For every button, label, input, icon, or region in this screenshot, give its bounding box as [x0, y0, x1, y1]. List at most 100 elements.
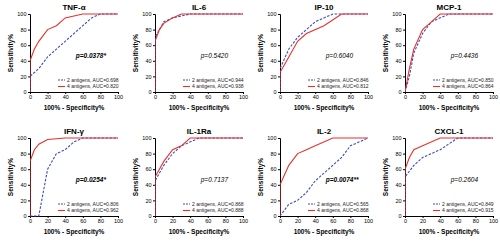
y-axis: 020406080100	[142, 135, 155, 219]
y-tick-label: 0	[148, 89, 151, 95]
y-tick-mark	[278, 200, 280, 201]
y-axis: 020406080100	[17, 11, 30, 95]
roc-line	[280, 138, 368, 216]
legend-swatch	[433, 86, 440, 87]
x-tick-label: 60	[205, 94, 211, 100]
panel: IL-2020406080100020406080100100% - Speci…	[257, 127, 373, 236]
legend-label: 2 antigens, AUC=0.565	[317, 201, 369, 207]
y-tick-label: 80	[20, 27, 26, 33]
y-axis: 020406080100	[392, 11, 405, 95]
y-tick-label: 0	[398, 213, 401, 219]
roc-line	[405, 14, 493, 92]
x-tick: 0	[154, 92, 157, 100]
x-tick-label: 0	[279, 218, 282, 224]
x-tick-label: 100	[364, 94, 373, 100]
legend-swatch	[183, 203, 190, 204]
y-tick: 40	[395, 182, 405, 188]
legend-swatch	[308, 210, 315, 211]
y-tick-label: 40	[395, 182, 401, 188]
legend: 2 antigens, AUC=0.8064 antigens, AUC=0.9…	[58, 201, 119, 214]
y-tick-label: 20	[20, 74, 26, 80]
x-tick-label: 60	[330, 218, 336, 224]
x-tick: 80	[473, 92, 479, 100]
x-tick: 80	[473, 216, 479, 224]
y-tick-mark	[278, 45, 280, 46]
x-tick: 80	[223, 216, 229, 224]
y-tick: 80	[20, 151, 30, 157]
y-axis: 020406080100	[267, 135, 280, 219]
y-tick-label: 80	[395, 151, 401, 157]
y-tick-mark	[153, 30, 155, 31]
y-tick: 20	[270, 198, 280, 204]
y-tick-mark	[278, 216, 280, 217]
y-tick-label: 100	[142, 135, 151, 141]
roc-line	[280, 14, 368, 92]
legend-label: 2 antigens, AUC=0.806	[67, 201, 119, 207]
y-tick-mark	[278, 92, 280, 93]
chart-title: MCP-1	[437, 3, 462, 12]
y-tick: 0	[398, 89, 405, 95]
y-tick-label: 100	[392, 11, 401, 17]
x-tick: 40	[188, 216, 194, 224]
x-tick: 80	[348, 92, 354, 100]
y-tick-mark	[153, 154, 155, 155]
panel: IFN-γ020406080100020406080100100% - Spec…	[7, 127, 123, 236]
panel: IL-6020406080100020406080100100% - Speci…	[132, 3, 248, 112]
y-tick: 60	[145, 166, 155, 172]
y-tick-label: 40	[395, 58, 401, 64]
legend-swatch	[58, 79, 65, 80]
y-axis-title: Sensitivity%	[7, 158, 15, 197]
y-tick-label: 20	[20, 198, 26, 204]
y-tick: 0	[23, 213, 30, 219]
y-tick-label: 40	[270, 182, 276, 188]
legend-label: 4 antigens, AUC=0.812	[317, 83, 369, 89]
x-tick-label: 40	[313, 218, 319, 224]
x-tick: 60	[330, 92, 336, 100]
legend-swatch	[58, 210, 65, 211]
x-axis: 020406080100	[29, 92, 123, 100]
x-tick: 60	[205, 92, 211, 100]
x-tick: 100	[114, 216, 123, 224]
y-tick-mark	[403, 45, 405, 46]
x-tick: 20	[295, 92, 301, 100]
y-axis-title: Sensitivity%	[257, 158, 265, 197]
y-tick-label: 40	[145, 182, 151, 188]
legend-label: 2 antigens, AUC=0.850	[442, 77, 494, 83]
y-tick-mark	[153, 45, 155, 46]
x-tick: 40	[313, 92, 319, 100]
chart-title: CXCL-1	[435, 127, 464, 136]
x-tick-label: 0	[279, 94, 282, 100]
x-tick: 100	[489, 92, 498, 100]
panel: CXCL-1020406080100020406080100100% - Spe…	[382, 127, 498, 236]
x-tick: 20	[420, 216, 426, 224]
x-tick: 20	[295, 216, 301, 224]
y-tick-mark	[28, 61, 30, 62]
legend: 2 antigens, AUC=0.6984 antigens, AUC=0.8…	[58, 77, 119, 90]
x-axis-title: 100% - Specificity%	[44, 228, 105, 236]
x-tick-label: 100	[114, 218, 123, 224]
y-tick-mark	[403, 92, 405, 93]
y-axis-title: Sensitivity%	[132, 34, 140, 73]
y-tick-label: 40	[270, 58, 276, 64]
x-axis-line	[281, 93, 369, 95]
x-axis-title: 100% - Specificity%	[294, 228, 355, 236]
y-tick-label: 60	[145, 166, 151, 172]
y-tick: 80	[145, 151, 155, 157]
x-axis-title: 100% - Specificity%	[169, 228, 230, 236]
y-tick-label: 60	[145, 42, 151, 48]
x-tick-label: 20	[420, 218, 426, 224]
x-tick: 80	[98, 92, 104, 100]
chart-title: TNF-α	[62, 3, 85, 12]
legend-label: 2 antigens, AUC=0.849	[442, 201, 494, 207]
y-axis: 020406080100	[392, 135, 405, 219]
y-tick-label: 80	[145, 27, 151, 33]
x-tick-label: 40	[63, 218, 69, 224]
x-tick-label: 40	[188, 218, 194, 224]
x-tick-label: 40	[188, 94, 194, 100]
x-axis-line	[156, 217, 244, 219]
legend-swatch	[433, 210, 440, 211]
x-tick-label: 80	[98, 218, 104, 224]
y-tick: 80	[270, 151, 280, 157]
x-axis-title: 100% - Specificity%	[169, 104, 230, 112]
x-tick: 40	[313, 216, 319, 224]
